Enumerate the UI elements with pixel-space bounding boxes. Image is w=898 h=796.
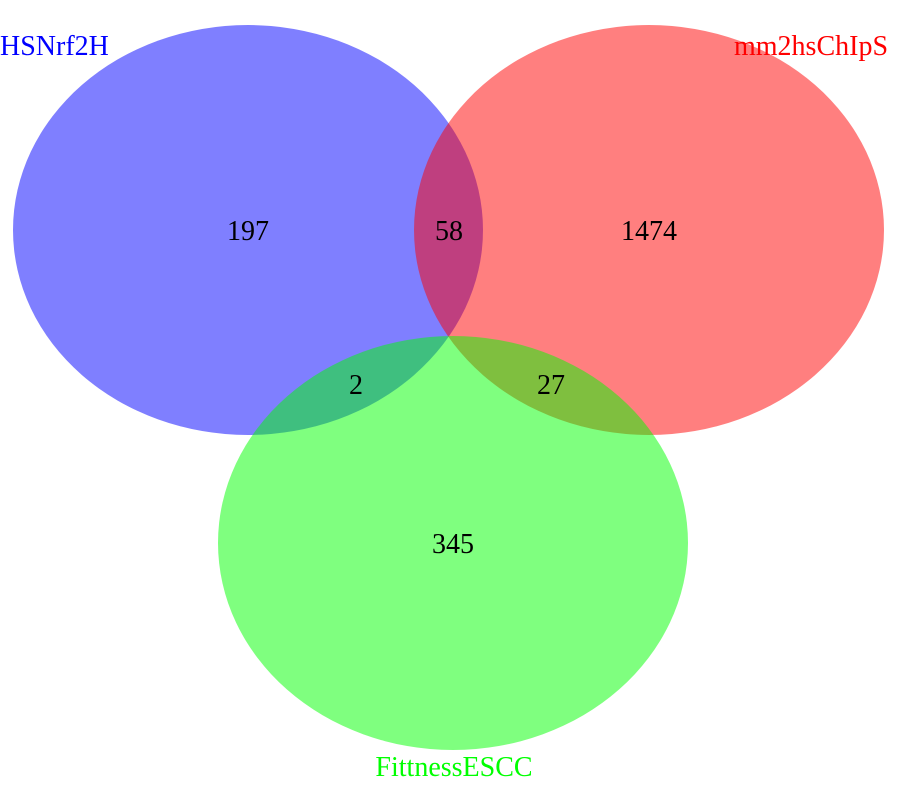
set-label-hsnrf2h: HSNrf2H <box>0 31 109 62</box>
region-count-hsnrf2h-mm2hschips: 58 <box>435 216 463 247</box>
set-circle-hsnrf2h <box>13 25 483 435</box>
set-circle-fittnessescc <box>218 336 688 750</box>
region-count-mm2hschips-fittnessescc: 27 <box>537 370 565 401</box>
set-circle-mm2hschips <box>414 25 884 435</box>
set-label-mm2hschips: mm2hsChIpS <box>734 31 888 62</box>
region-count-hsnrf2h-only: 197 <box>227 216 269 247</box>
region-count-hsnrf2h-fittnessescc: 2 <box>349 370 363 401</box>
set-label-fittnessescc: FittnessESCC <box>375 752 532 783</box>
region-count-fittnessescc-only: 345 <box>432 529 474 560</box>
region-count-mm2hschips-only: 1474 <box>621 216 677 247</box>
